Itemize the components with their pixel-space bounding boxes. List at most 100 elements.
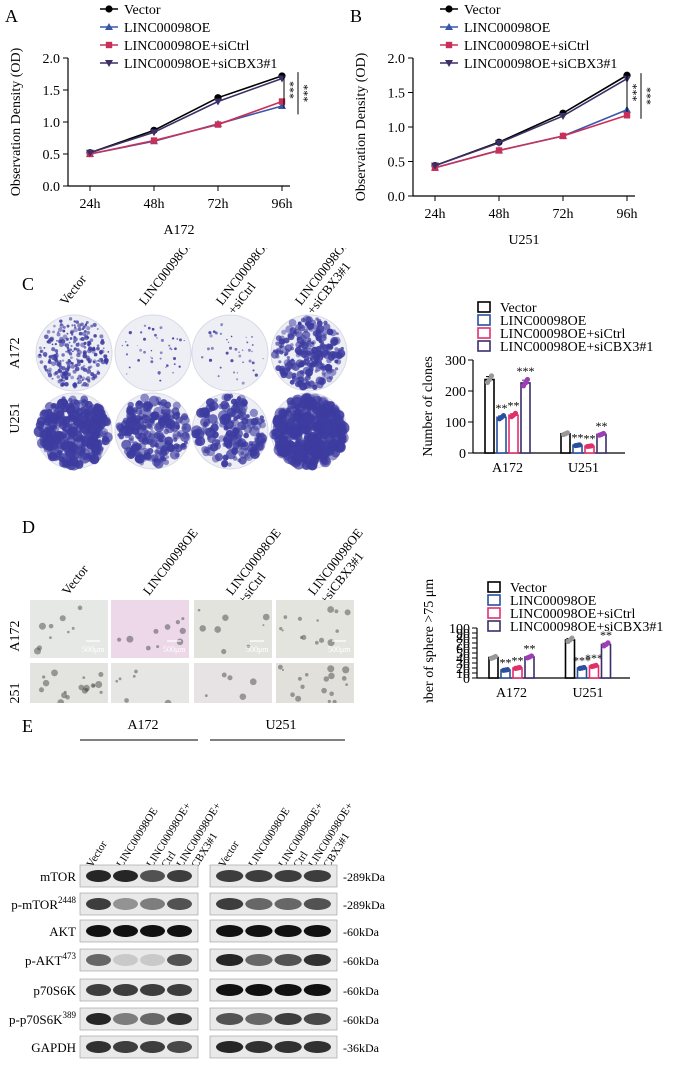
sphere xyxy=(345,683,348,686)
colony xyxy=(280,436,289,446)
y-tick-label: 10 xyxy=(456,667,470,682)
colony xyxy=(294,324,302,331)
sphere xyxy=(117,637,122,642)
colony xyxy=(326,357,332,364)
colony xyxy=(68,352,73,356)
protein-name: p70S6K xyxy=(33,983,76,998)
colony xyxy=(100,340,105,345)
colony xyxy=(165,441,170,446)
colony xyxy=(309,357,313,361)
colony xyxy=(321,366,326,371)
colony xyxy=(82,438,90,446)
colony xyxy=(295,438,304,448)
y-tick-label: 80 xyxy=(456,632,470,647)
colony xyxy=(313,419,322,428)
colony xyxy=(90,407,98,415)
blot-background xyxy=(79,1035,199,1059)
replicate-dot xyxy=(564,430,571,436)
colony xyxy=(334,367,339,371)
colony xyxy=(209,334,213,338)
sphere xyxy=(71,626,75,630)
sphere xyxy=(38,622,46,630)
colony xyxy=(72,430,83,442)
colony xyxy=(249,449,260,460)
colony xyxy=(134,417,141,425)
colony xyxy=(223,432,234,443)
dish-background xyxy=(191,314,269,392)
colony xyxy=(241,417,249,425)
colony xyxy=(275,354,280,359)
x-tick-label: U251 xyxy=(572,686,603,701)
colony xyxy=(303,328,308,333)
y-tick-label: 0.0 xyxy=(388,190,406,205)
colony xyxy=(281,329,287,335)
colony xyxy=(311,450,321,459)
legend-swatch xyxy=(477,327,491,339)
colony xyxy=(292,404,302,414)
legend-label: LINC00098OE+siCtrl xyxy=(500,327,625,342)
colony xyxy=(99,351,103,355)
protein-band xyxy=(113,1013,138,1025)
colony xyxy=(247,348,251,352)
colony xyxy=(214,331,218,335)
colony xyxy=(144,417,156,428)
colony xyxy=(208,426,214,433)
series-line xyxy=(434,74,628,167)
colony xyxy=(161,414,170,423)
blot-strip xyxy=(209,978,338,1002)
colony xyxy=(301,330,311,340)
colony xyxy=(310,322,315,327)
colony xyxy=(321,330,328,336)
protein-band xyxy=(113,870,138,882)
colony xyxy=(64,343,70,348)
colony xyxy=(51,339,54,342)
protein-band xyxy=(303,954,331,966)
colony-formation-panel: C Vector LINC00098OE LINC00098OE+siCtrl LINC… xyxy=(8,235,653,476)
colony xyxy=(72,340,76,344)
colony xyxy=(221,393,229,401)
colony xyxy=(214,420,219,425)
colony xyxy=(69,360,72,363)
colony xyxy=(219,366,222,369)
colony xyxy=(305,418,316,429)
sphere xyxy=(283,615,288,619)
colony xyxy=(184,440,188,445)
legend-label: LINC00098OE+siCBX3#1 xyxy=(124,57,277,72)
colony xyxy=(315,317,319,321)
row-label: A172 xyxy=(8,620,23,651)
colony xyxy=(70,356,73,360)
colony xyxy=(86,431,95,440)
x-tick-label: U251 xyxy=(568,461,599,476)
series-line xyxy=(89,75,283,154)
sig-label: ** xyxy=(584,432,596,446)
colony xyxy=(68,317,73,321)
sig-label: *** xyxy=(573,653,591,667)
colony xyxy=(58,420,68,430)
y-tick-label: 2.0 xyxy=(388,52,406,67)
sig-label: *** xyxy=(286,81,300,99)
colony xyxy=(304,397,317,410)
colony xyxy=(92,322,97,328)
protein-band xyxy=(216,925,244,937)
colony xyxy=(57,379,62,384)
colony xyxy=(288,319,297,327)
colony xyxy=(83,409,91,417)
colony xyxy=(57,368,63,374)
colony xyxy=(160,448,168,456)
protein-band xyxy=(86,1013,111,1025)
series-line xyxy=(434,78,628,167)
cell-line-label: A172 xyxy=(127,718,158,733)
colony xyxy=(145,435,155,445)
cell-line-label: U251 xyxy=(265,718,296,733)
colony xyxy=(278,360,282,364)
colony xyxy=(307,337,312,342)
colony xyxy=(82,325,86,329)
colony xyxy=(59,342,64,348)
protein-name: AKT xyxy=(49,924,76,939)
sphere xyxy=(134,669,138,674)
colony xyxy=(47,451,58,462)
colony xyxy=(74,432,80,438)
sphere xyxy=(329,691,334,697)
colony xyxy=(74,366,80,372)
column-label: LINC00098OE xyxy=(140,525,201,597)
